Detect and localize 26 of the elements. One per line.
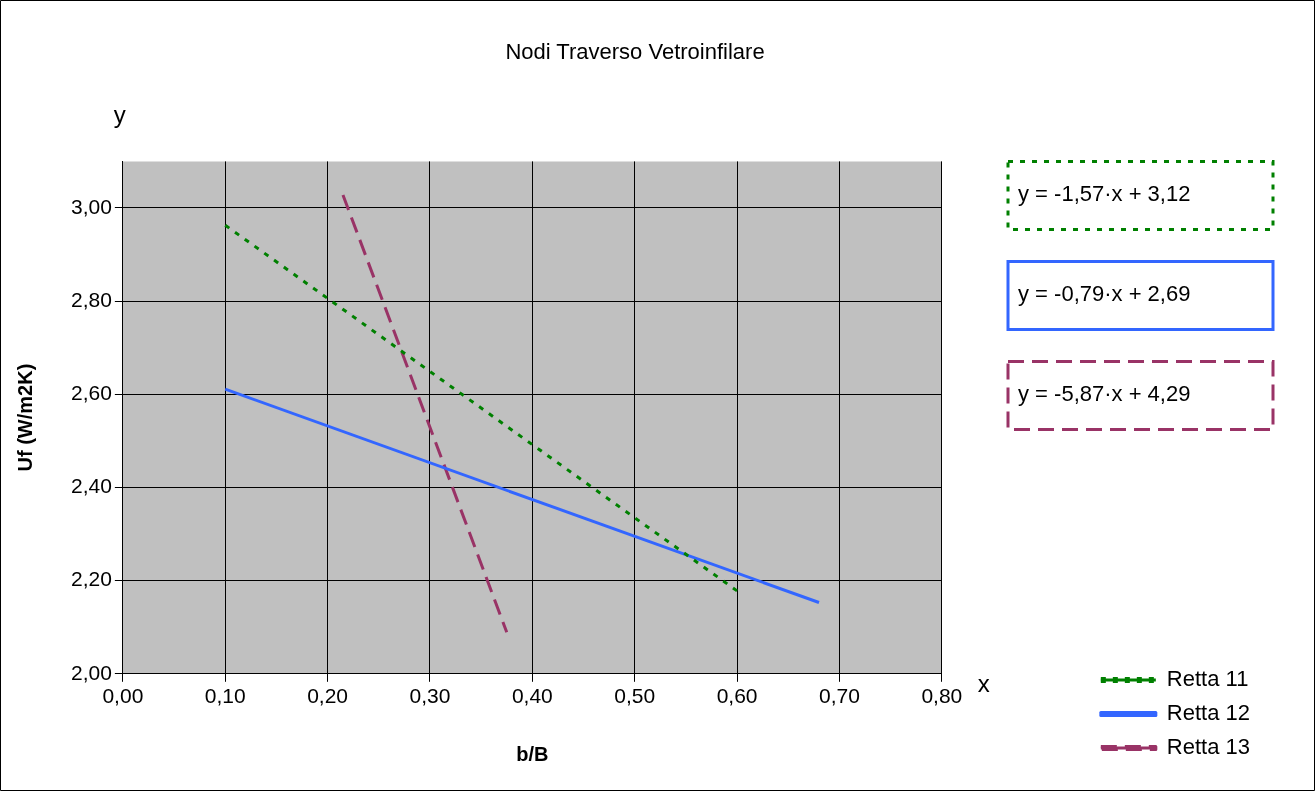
chart-title: Nodi Traverso Vetroinfilare <box>505 39 765 65</box>
y-tick-label: 2,60 <box>71 381 112 405</box>
y-tick-label: 3,00 <box>71 194 112 218</box>
y-tick-label: 2,20 <box>71 567 112 591</box>
x-tick-label: 0,30 <box>409 684 451 708</box>
text: y <box>113 101 126 129</box>
y-axis-title: Uf (W/m2K) <box>13 363 36 472</box>
x-tick-label: 0,40 <box>511 684 553 708</box>
text: y = -0,79·x + 2,69 <box>1018 281 1191 307</box>
x-tick-label: 0,80 <box>921 684 963 708</box>
text: y = -5,87·x + 4,29 <box>1018 381 1191 407</box>
y-tick-label: 2,80 <box>71 287 112 311</box>
x-axis-title: b/B <box>516 742 549 765</box>
x-tick-label: 0,00 <box>102 684 144 708</box>
y-tick-label: 2,40 <box>71 474 112 498</box>
y-tick-label: 2,00 <box>71 660 112 684</box>
x-tick-label: 0,10 <box>204 684 246 708</box>
x-tick-label: 0,70 <box>819 684 860 708</box>
legend-label: Retta 13 <box>1166 734 1251 760</box>
x-tick-label: 0,50 <box>614 684 656 708</box>
x-tick-label: 0,60 <box>716 684 758 708</box>
x-tick-label: 0,20 <box>307 684 349 708</box>
text: y = -1,57·x + 3,12 <box>1018 181 1191 207</box>
legend-label: Retta 11 <box>1166 666 1249 692</box>
text: x <box>977 670 990 698</box>
legend-label: Retta 12 <box>1166 700 1251 726</box>
